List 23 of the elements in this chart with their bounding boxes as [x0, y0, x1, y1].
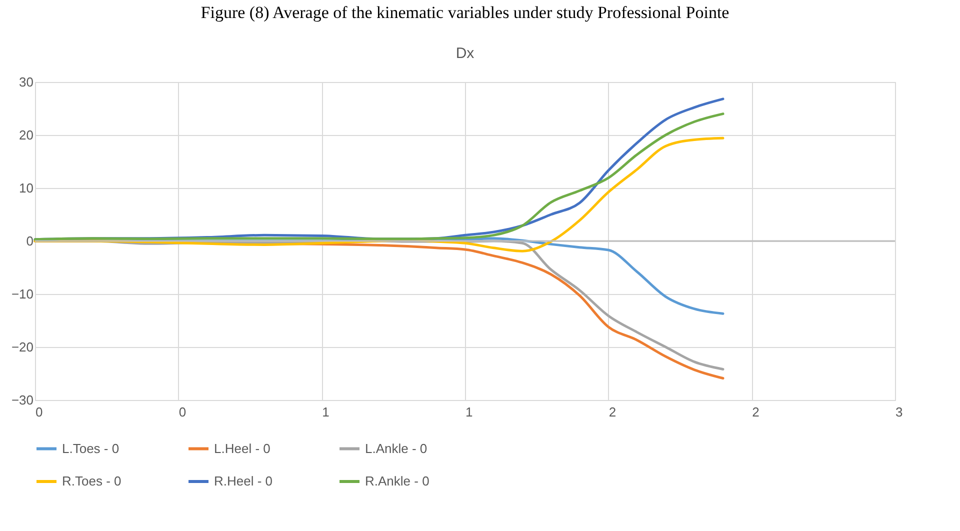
y-tick-label: 30: [19, 74, 34, 90]
y-tick-label: −30: [11, 392, 34, 408]
y-tick-label: 10: [19, 180, 34, 196]
y-tick-label: −20: [11, 340, 34, 354]
x-tick-label: 2: [752, 404, 760, 420]
y-tick-label: −10: [11, 286, 34, 302]
x-tick-label: 1: [322, 404, 330, 420]
legend-label: L.Heel - 0: [214, 440, 270, 456]
legend-label: R.Ankle - 0: [365, 474, 430, 488]
x-tick-label: 3: [896, 404, 903, 420]
x-tick-label: 1: [466, 404, 473, 420]
x-tick-label: 0: [178, 404, 186, 420]
legend-label: L.Ankle - 0: [365, 440, 428, 456]
line-series: [34, 136, 724, 252]
y-tick-label: 20: [19, 128, 34, 142]
x-tick-label: 2: [608, 404, 616, 420]
legend-label: R.Heel - 0: [214, 474, 273, 488]
y-tick-label: 0: [26, 234, 34, 248]
chart-subtitle: Dx: [456, 45, 475, 62]
legend-label: L.Toes - 0: [62, 440, 120, 456]
legend-label: R.Toes - 0: [62, 474, 122, 488]
chart-title: Figure (8) Average of the kinematic variables under study Professional Pointe: [200, 3, 730, 22]
x-tick-label: 0: [36, 404, 43, 420]
